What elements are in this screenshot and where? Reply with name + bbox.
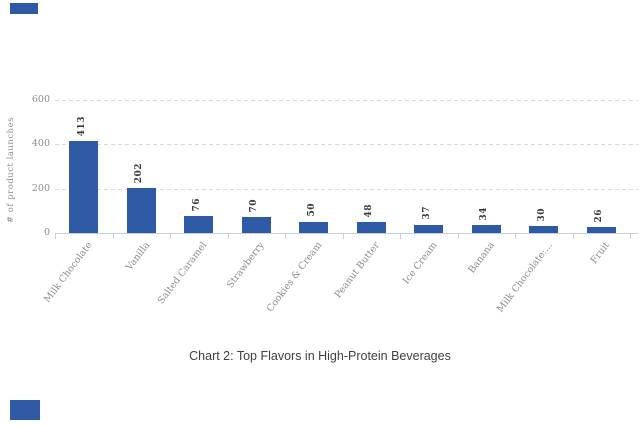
axis-tick (55, 234, 56, 239)
axis-tick (630, 234, 631, 239)
bar (529, 226, 559, 233)
bar (69, 141, 99, 233)
y-tick-label: 600 (31, 94, 50, 105)
x-tick-label: Vanilla (123, 240, 153, 273)
bar (586, 227, 616, 233)
gridline (55, 188, 638, 190)
x-tick-label: Fruit (588, 240, 613, 266)
bar-value-label: 30 (536, 207, 547, 222)
x-tick-label: Strawberry (225, 240, 268, 291)
y-axis-title: # of product launches (6, 117, 16, 224)
bar (126, 188, 156, 233)
bar (471, 225, 501, 233)
axis-tick (285, 234, 286, 239)
axis-tick (112, 234, 114, 239)
bar (241, 217, 271, 233)
x-axis-line (55, 233, 638, 234)
x-tick-label: Milk Chocolate:... (494, 240, 555, 315)
x-tick-label: Cookies & Cream (264, 240, 325, 315)
bar-value-label: 76 (191, 197, 202, 212)
axis-tick (515, 234, 516, 239)
cropped-bar-fragment-bottom (10, 400, 40, 420)
x-tick-label: Milk Chocolate (41, 240, 95, 305)
bar-value-label: 413 (76, 116, 87, 137)
bar (414, 224, 444, 233)
y-tick-label: 0 (43, 227, 50, 238)
bar (356, 222, 386, 233)
bar (184, 216, 214, 233)
axis-tick (457, 234, 459, 239)
bar-value-label: 70 (249, 198, 260, 213)
bar-value-label: 48 (364, 203, 375, 218)
x-tick-label: Banana (466, 240, 498, 276)
bar-value-label: 202 (134, 162, 145, 184)
x-tick-label: Ice Cream (400, 240, 440, 287)
axis-tick (342, 234, 344, 239)
cropped-bar-fragment-top (10, 3, 38, 14)
bar-value-label: 26 (594, 208, 605, 223)
y-tick-label: 400 (31, 138, 50, 150)
axis-tick (170, 234, 171, 239)
axis-tick (572, 234, 574, 239)
axis-tick (400, 234, 401, 239)
chart-caption: Chart 2: Top Flavors in High-Protein Bev… (189, 349, 451, 363)
x-tick-label: Peanut Butter (332, 240, 383, 301)
bar-value-label: 50 (306, 203, 317, 217)
bar-value-label: 34 (479, 206, 490, 221)
bar-value-label: 37 (421, 206, 432, 220)
bar (299, 221, 329, 233)
gridline (55, 144, 638, 146)
y-tick-label: 200 (31, 182, 50, 194)
axis-tick (227, 234, 229, 239)
x-tick-label: Salted Caramel (155, 240, 210, 307)
gridline (55, 100, 638, 101)
